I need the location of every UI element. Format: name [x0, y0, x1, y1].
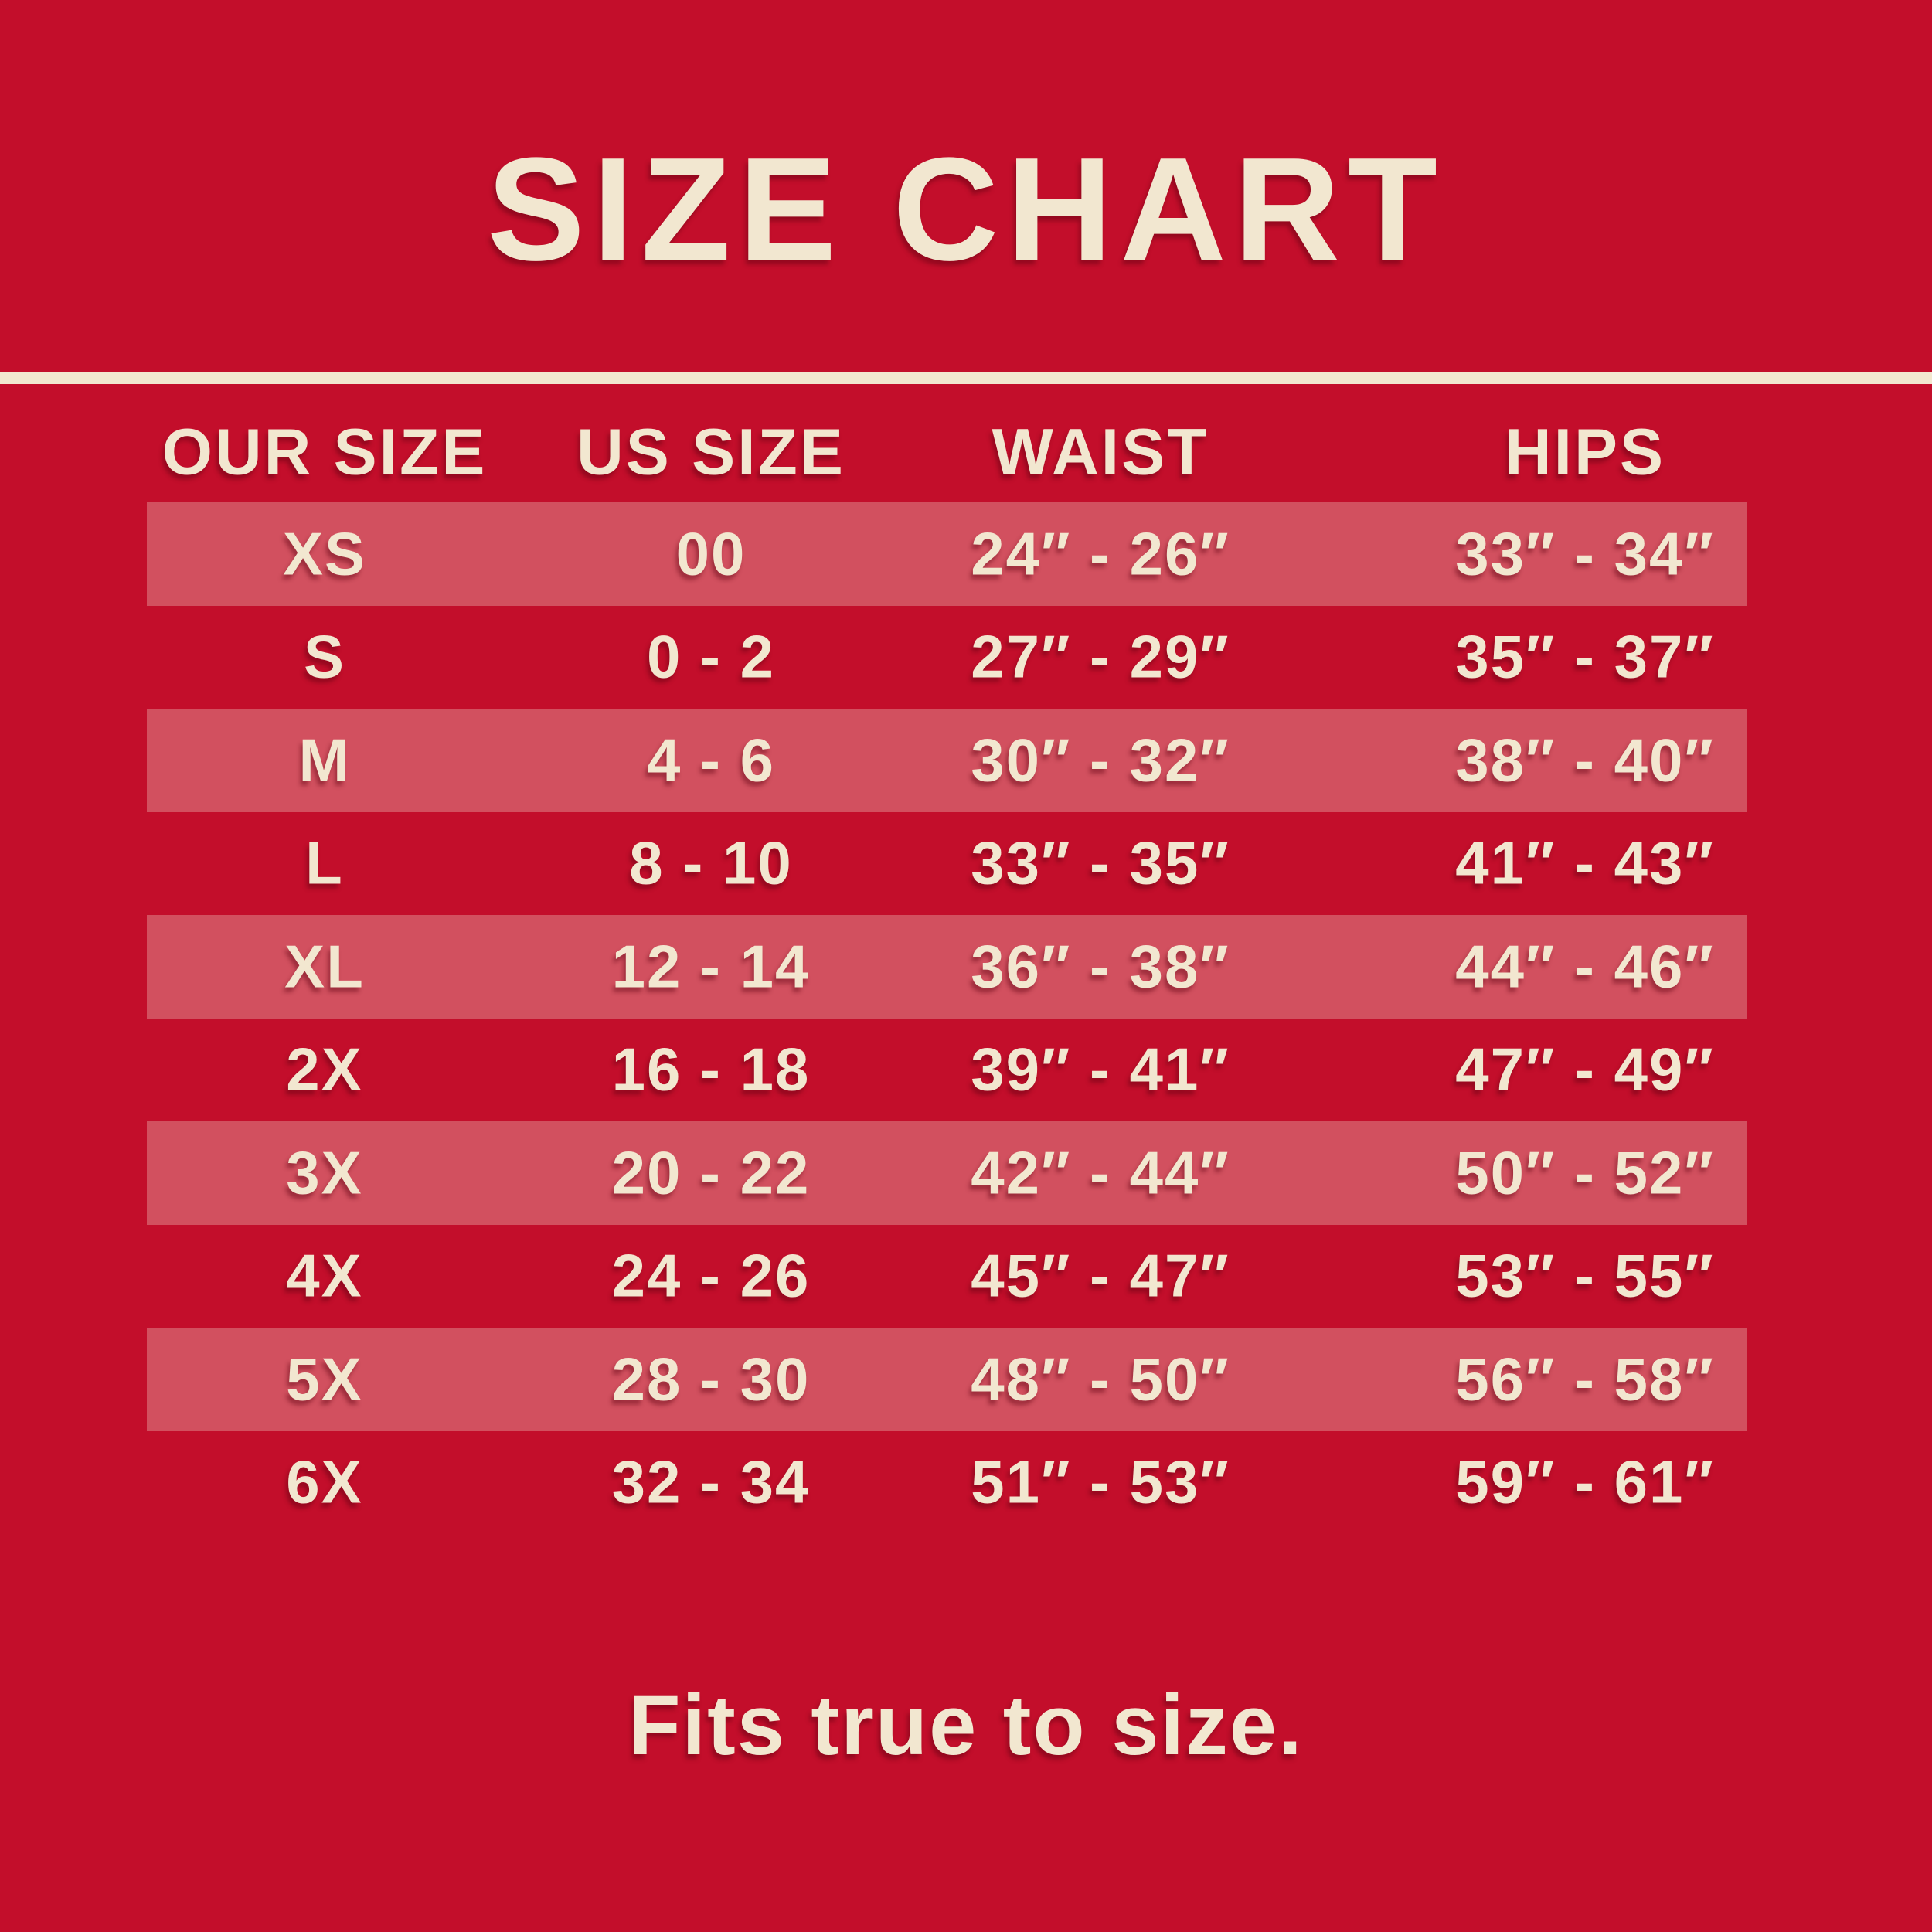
page-title: SIZE CHART — [487, 128, 1445, 291]
column-header-waist: WAIST — [992, 415, 1209, 488]
our-size-value: XL — [284, 932, 365, 1001]
table-row-2x: 2X 16 - 18 39″ - 41″ 47″ - 49″ — [147, 1019, 1747, 1122]
waist-value: 45″ - 47″ — [971, 1241, 1230, 1310]
waist-value: 33″ - 35″ — [971, 828, 1230, 897]
waist-value: 48″ - 50″ — [971, 1345, 1230, 1413]
hips-value: 33″ - 34″ — [1455, 519, 1715, 588]
size-table: OUR SIZE US SIZE WAIST HIPS XS 00 24″ - … — [147, 402, 1747, 1534]
hips-value: 44″ - 46″ — [1455, 932, 1715, 1001]
fit-note: Fits true to size. — [628, 1678, 1304, 1773]
hips-value: 38″ - 40″ — [1455, 726, 1715, 794]
us-size-value: 8 - 10 — [629, 828, 793, 897]
our-size-value: XS — [282, 519, 367, 588]
us-size-value: 32 - 34 — [611, 1447, 811, 1516]
waist-value: 42″ - 44″ — [971, 1138, 1230, 1207]
hips-value: 41″ - 43″ — [1455, 828, 1715, 897]
table-row-4x: 4X 24 - 26 45″ - 47″ 53″ - 55″ — [147, 1225, 1747, 1328]
column-header-our-size: OUR SIZE — [162, 415, 488, 488]
waist-value: 39″ - 41″ — [971, 1035, 1230, 1104]
our-size-value: 2X — [286, 1035, 363, 1104]
divider-line — [0, 372, 1932, 384]
our-size-value: L — [305, 828, 344, 897]
hips-value: 50″ - 52″ — [1455, 1138, 1715, 1207]
us-size-value: 16 - 18 — [611, 1035, 811, 1104]
us-size-value: 12 - 14 — [611, 932, 811, 1001]
hips-value: 47″ - 49″ — [1455, 1035, 1715, 1104]
hips-value: 35″ - 37″ — [1455, 622, 1715, 691]
waist-value: 30″ - 32″ — [971, 726, 1230, 794]
table-row-6x: 6X 32 - 34 51″ - 53″ 59″ - 61″ — [147, 1431, 1747, 1535]
table-row-xl: XL 12 - 14 36″ - 38″ 44″ - 46″ — [147, 915, 1747, 1019]
us-size-value: 00 — [675, 519, 747, 588]
our-size-value: 4X — [286, 1241, 363, 1310]
us-size-value: 4 - 6 — [646, 726, 776, 794]
hips-value: 59″ - 61″ — [1455, 1447, 1715, 1516]
table-header-row: OUR SIZE US SIZE WAIST HIPS — [147, 402, 1747, 502]
us-size-value: 0 - 2 — [646, 622, 776, 691]
waist-value: 27″ - 29″ — [971, 622, 1230, 691]
table-row-l: L 8 - 10 33″ - 35″ 41″ - 43″ — [147, 812, 1747, 916]
waist-value: 51″ - 53″ — [971, 1447, 1230, 1516]
our-size-value: 6X — [286, 1447, 363, 1516]
column-header-hips: HIPS — [1504, 415, 1666, 488]
table-row-5x: 5X 28 - 30 48″ - 50″ 56″ - 58″ — [147, 1328, 1747, 1431]
table-row-m: M 4 - 6 30″ - 32″ 38″ - 40″ — [147, 709, 1747, 812]
our-size-value: 5X — [286, 1345, 363, 1413]
waist-value: 24″ - 26″ — [971, 519, 1230, 588]
us-size-value: 28 - 30 — [611, 1345, 811, 1413]
us-size-value: 24 - 26 — [611, 1241, 811, 1310]
us-size-value: 20 - 22 — [611, 1138, 811, 1207]
our-size-value: 3X — [286, 1138, 363, 1207]
hips-value: 53″ - 55″ — [1455, 1241, 1715, 1310]
hips-value: 56″ - 58″ — [1455, 1345, 1715, 1413]
waist-value: 36″ - 38″ — [971, 932, 1230, 1001]
our-size-value: M — [298, 726, 351, 794]
table-row-xs: XS 00 24″ - 26″ 33″ - 34″ — [147, 502, 1747, 606]
table-row-3x: 3X 20 - 22 42″ - 44″ 50″ - 52″ — [147, 1121, 1747, 1225]
table-row-s: S 0 - 2 27″ - 29″ 35″ - 37″ — [147, 606, 1747, 709]
our-size-value: S — [303, 622, 346, 691]
column-header-us-size: US SIZE — [577, 415, 845, 488]
